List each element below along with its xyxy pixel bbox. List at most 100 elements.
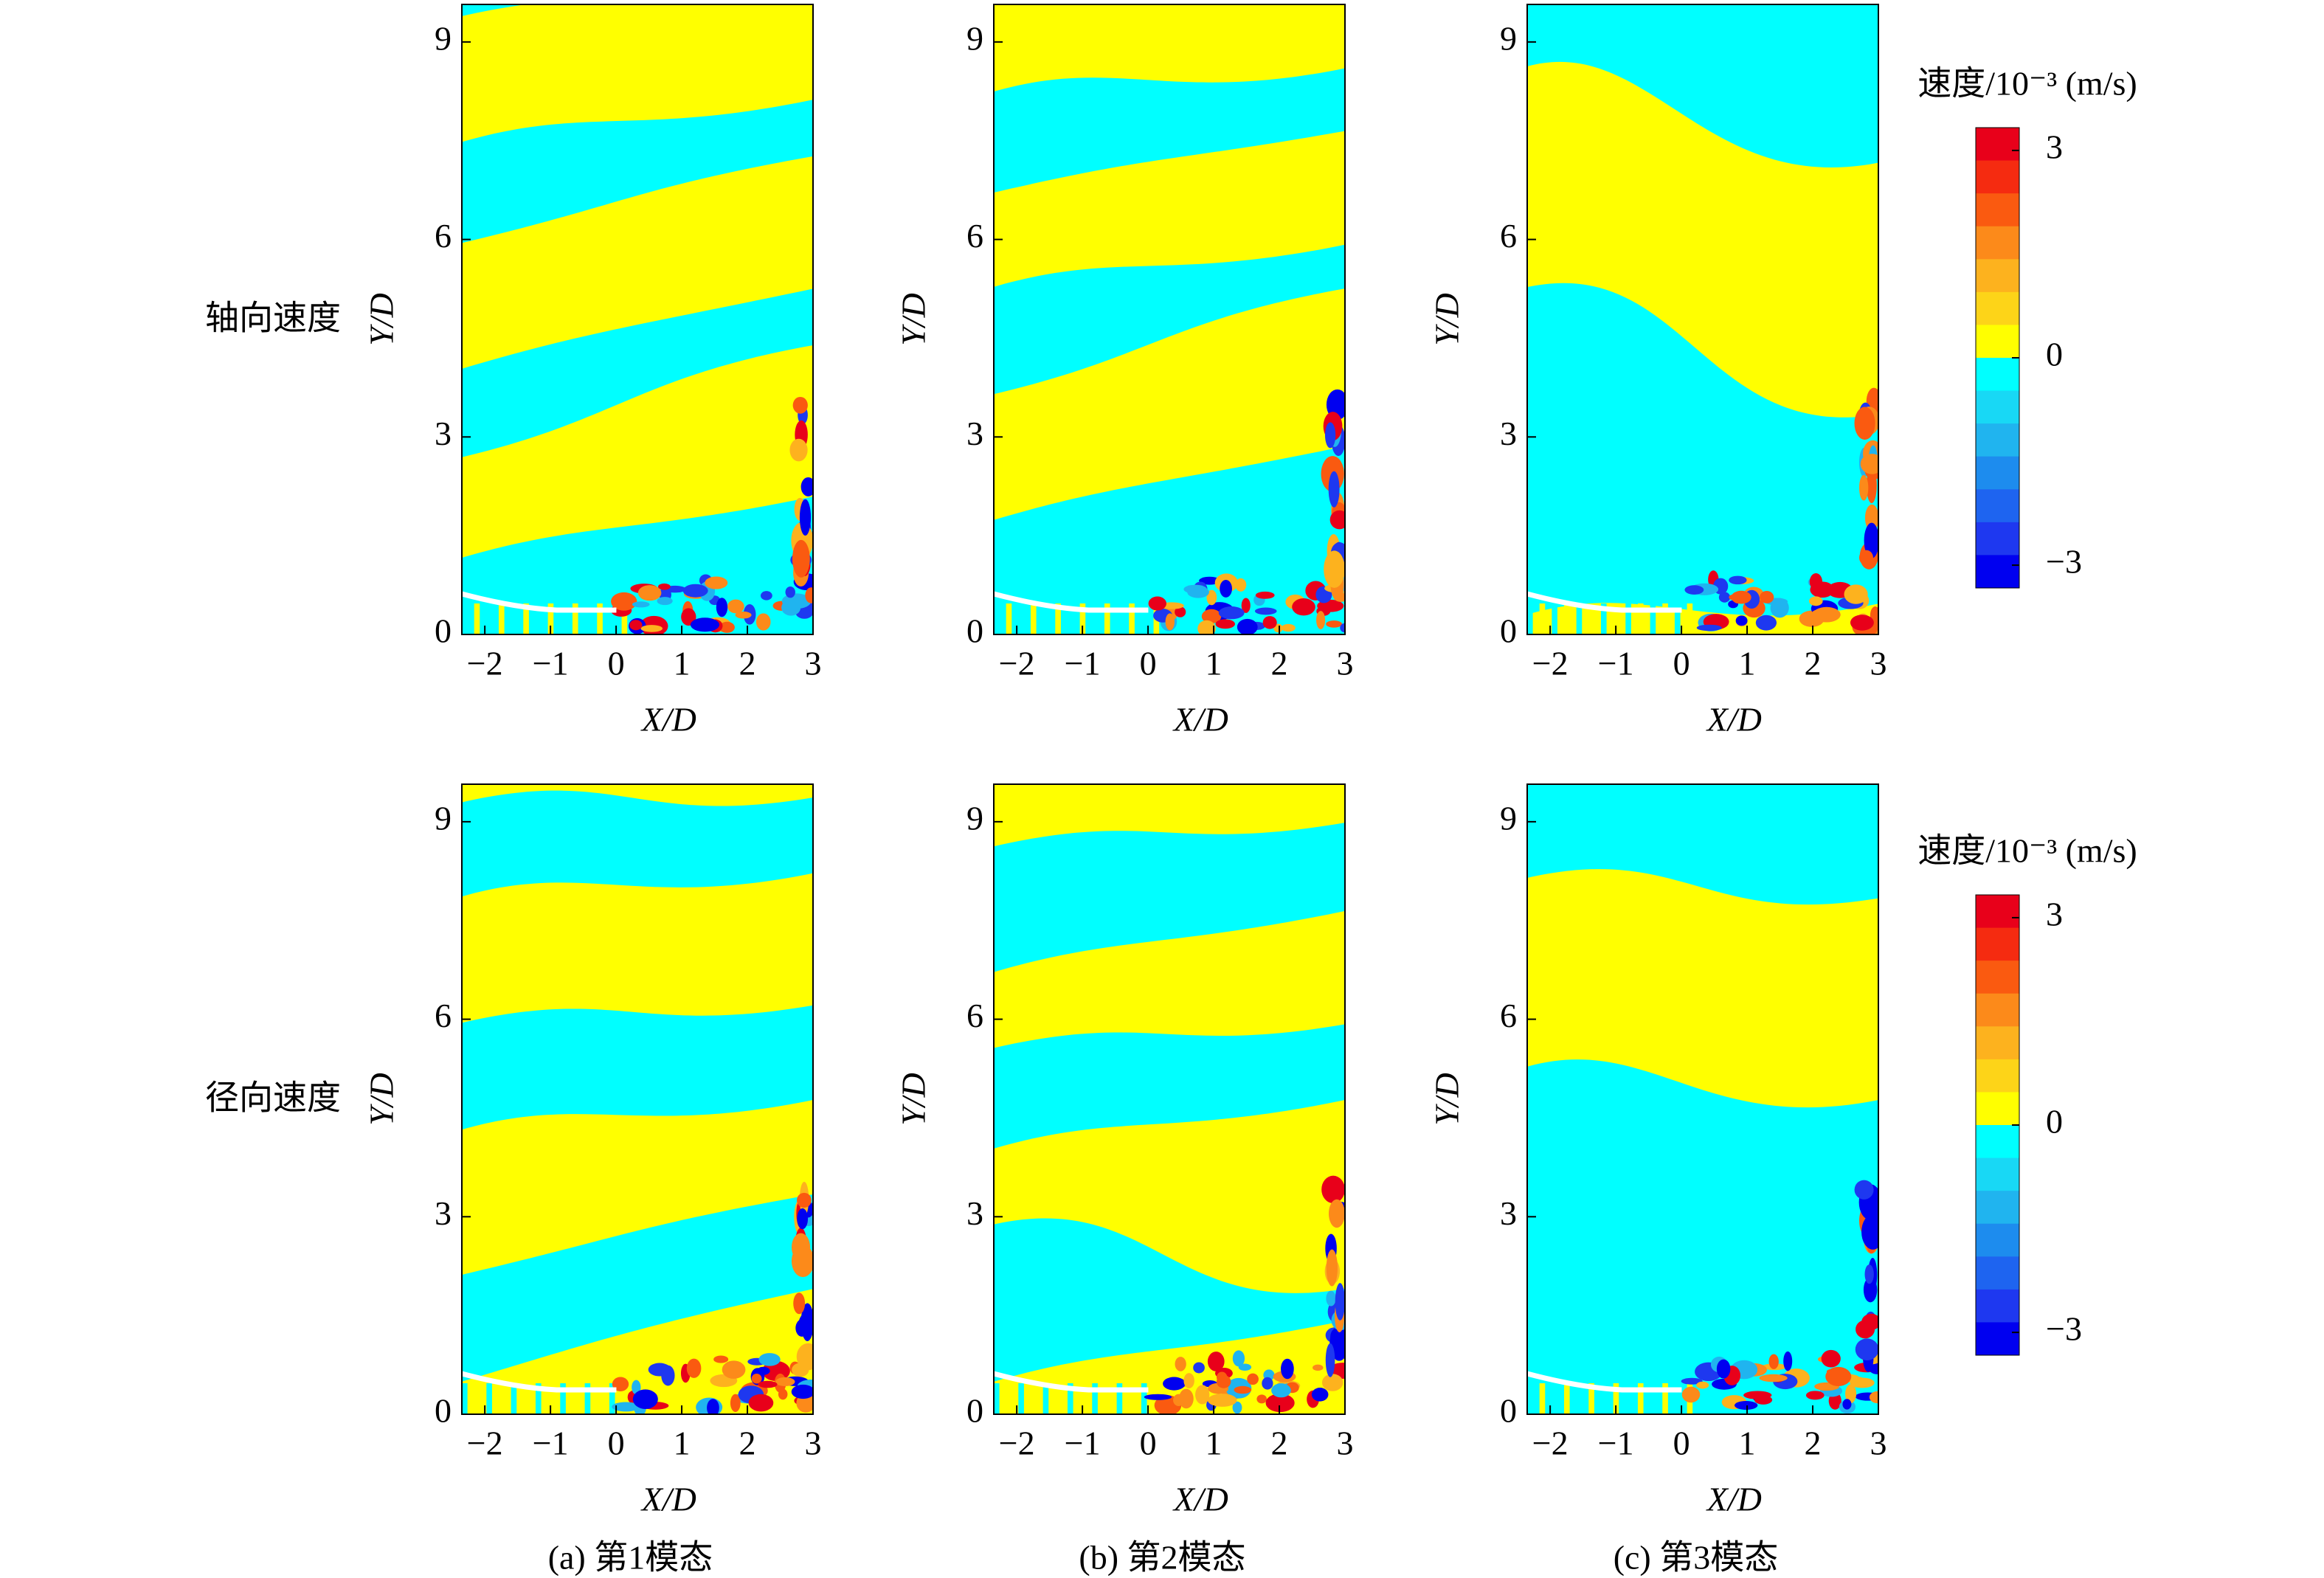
field-blob [1755, 615, 1777, 631]
field-stripe [1625, 603, 1631, 634]
x-tick-label: 0 [1140, 645, 1157, 682]
wall [462, 1371, 617, 1393]
color-band [1976, 259, 2019, 293]
field-blob [1313, 1364, 1324, 1371]
field-blob [611, 592, 637, 611]
contour-field [462, 4, 813, 634]
colorbar-tick-label: 3 [2046, 895, 2063, 932]
field-blob [1265, 1394, 1295, 1413]
plot-frame [993, 783, 1346, 1415]
field-blob [748, 1394, 774, 1412]
field-blob [735, 611, 752, 619]
x-tick-label: −2 [467, 1425, 503, 1462]
field-stripe [1552, 1383, 1557, 1414]
row-label: 径向速度 [205, 1079, 341, 1117]
field-blob [1195, 1385, 1210, 1405]
field-band [994, 1024, 1345, 1149]
field-blob [1696, 1381, 1709, 1389]
field-stripe [560, 1383, 566, 1414]
field-stripe [1539, 1383, 1546, 1414]
x-tick-label: 0 [1140, 1425, 1157, 1462]
field-blob [1854, 406, 1875, 440]
field-blob [1316, 611, 1326, 629]
field-stripe [535, 603, 542, 634]
x-tick-label: 2 [1805, 645, 1822, 682]
x-tick-label: 1 [1206, 645, 1222, 682]
field-stripe [1674, 1383, 1681, 1414]
field-blob [1255, 591, 1275, 599]
caption: (b) 第2模态 [1079, 1539, 1245, 1577]
field-blob [1144, 1394, 1172, 1400]
field-stripe [511, 603, 517, 634]
field-stripe [498, 1383, 505, 1414]
color-band [1976, 1059, 2019, 1093]
color-band [1976, 555, 2019, 589]
colorbar-tick-label: 0 [2046, 336, 2063, 373]
field-stripe [498, 603, 505, 634]
y-tick-label: 6 [435, 997, 452, 1034]
contour-field [462, 784, 813, 1414]
field-band [994, 131, 1345, 287]
field-blob [1735, 615, 1748, 626]
field-blob [1193, 1362, 1205, 1374]
field-stripe [1018, 603, 1024, 634]
field-blob [758, 1380, 778, 1388]
field-stripe [486, 603, 492, 634]
field-blob [792, 539, 810, 578]
field-stripe [1650, 603, 1656, 634]
field-blob [730, 1394, 741, 1412]
field-stripe [1129, 603, 1135, 634]
field-blob [1207, 1394, 1237, 1407]
field-blob [719, 621, 735, 633]
field-stripe [523, 1383, 529, 1414]
color-band [1976, 358, 2019, 392]
x-tick-label: 3 [1870, 645, 1887, 682]
field-blob [1237, 618, 1258, 634]
y-tick-label: 9 [435, 799, 452, 837]
color-band [1976, 193, 2019, 227]
field-blob [1256, 1394, 1267, 1404]
field-band [462, 4, 813, 142]
y-axis-label: Y/D [363, 1073, 401, 1126]
field-blob [760, 591, 772, 601]
x-tick-label: 0 [608, 1425, 625, 1462]
field-blob [1201, 609, 1222, 624]
color-band [1976, 456, 2019, 490]
field-stripe [1079, 1383, 1086, 1414]
contour-field [1527, 4, 1878, 634]
colorbar-tick-label: −3 [2046, 543, 2082, 581]
field-stripe [1042, 1383, 1049, 1414]
y-tick-label: 3 [966, 415, 983, 452]
field-stripe [597, 1383, 603, 1414]
field-stripe [621, 1383, 628, 1414]
x-tick-label: 1 [1739, 645, 1756, 682]
field-blob [1810, 581, 1835, 598]
field-blob [1854, 1180, 1874, 1200]
field-band [1527, 869, 1878, 1108]
field-blob [1861, 1214, 1878, 1250]
field-stripe [462, 1383, 468, 1414]
colorbar-tick-label: 3 [2046, 128, 2063, 165]
y-tick-label: 6 [966, 217, 983, 255]
y-tick-label: 6 [1500, 217, 1517, 255]
field-stripe [1055, 603, 1061, 634]
field-blob [1220, 580, 1232, 598]
field-stripe [1116, 1383, 1123, 1414]
field-blob [1271, 1383, 1291, 1398]
field-blob [798, 1313, 813, 1335]
field-blob [716, 598, 728, 617]
field-blob [799, 499, 812, 536]
color-band [1976, 895, 2019, 929]
field-stripe [1637, 603, 1644, 634]
field-blob [632, 1380, 641, 1395]
field-blob [640, 625, 663, 632]
wall [1527, 591, 1682, 613]
field-blob [791, 1384, 813, 1399]
field-stripe [994, 1383, 1000, 1414]
field-stripe [523, 603, 529, 634]
field-blob [705, 576, 728, 589]
field-stripe [1637, 1383, 1644, 1414]
y-tick-label: 6 [435, 217, 452, 255]
field-blob [1197, 620, 1216, 634]
x-tick-label: 1 [1206, 1425, 1222, 1462]
